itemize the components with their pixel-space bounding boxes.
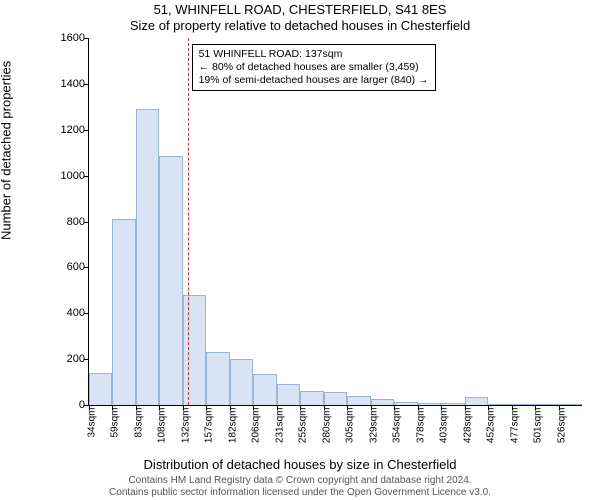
- ytick-label: 1200: [45, 124, 85, 136]
- ytick-label: 200: [45, 353, 85, 365]
- xtick-label: 182sqm: [227, 408, 238, 444]
- histogram-bar: [253, 374, 276, 405]
- histogram-bar: [89, 373, 112, 405]
- histogram-bar: [488, 404, 511, 405]
- histogram-bar: [347, 396, 370, 405]
- xtick-label: 157sqm: [204, 408, 215, 444]
- ytick-label: 1400: [45, 78, 85, 90]
- histogram-bar: [159, 156, 182, 405]
- xtick-label: 255sqm: [298, 408, 309, 444]
- ytick-label: 800: [45, 216, 85, 228]
- xtick-label: 354sqm: [392, 408, 403, 444]
- histogram-bar: [559, 404, 582, 405]
- xtick-label: 34sqm: [87, 408, 98, 438]
- ytick-label: 0: [45, 399, 85, 411]
- xtick-label: 59sqm: [110, 408, 121, 438]
- histogram-bar: [394, 402, 417, 405]
- histogram-bar: [441, 403, 464, 405]
- histogram-bar: [512, 404, 535, 405]
- histogram-bar: [112, 219, 135, 405]
- xtick-label: 501sqm: [533, 408, 544, 444]
- xtick-label: 132sqm: [180, 408, 191, 444]
- ytick-label: 1600: [45, 32, 85, 44]
- xtick-label: 477sqm: [509, 408, 520, 444]
- xtick-label: 452sqm: [486, 408, 497, 444]
- histogram-bar: [535, 404, 558, 405]
- xtick-label: 305sqm: [345, 408, 356, 444]
- histogram-bar: [371, 399, 394, 405]
- chart-root: 51, WHINFELL ROAD, CHESTERFIELD, S41 8ES…: [0, 0, 600, 500]
- xtick-label: 280sqm: [321, 408, 332, 444]
- histogram-bar: [206, 352, 229, 405]
- histogram-bar: [300, 391, 323, 405]
- footer-caption: Contains HM Land Registry data © Crown c…: [0, 475, 600, 498]
- xtick-label: 428sqm: [462, 408, 473, 444]
- ytick-label: 1000: [45, 170, 85, 182]
- xtick-label: 403sqm: [439, 408, 450, 444]
- histogram-bar: [324, 392, 347, 405]
- histogram-bar: [465, 397, 488, 405]
- chart-title-line1: 51, WHINFELL ROAD, CHESTERFIELD, S41 8ES: [0, 2, 600, 17]
- histogram-bar: [136, 109, 159, 405]
- histogram-bar: [277, 384, 300, 405]
- ytick-label: 400: [45, 307, 85, 319]
- plot-area: 0200400600800100012001400160034sqm59sqm8…: [88, 38, 582, 406]
- x-axis-label: Distribution of detached houses by size …: [0, 457, 600, 472]
- xtick-label: 83sqm: [133, 408, 144, 438]
- histogram-bar: [230, 359, 253, 405]
- reference-line: [188, 38, 189, 405]
- histogram-bar: [418, 403, 441, 405]
- y-axis-label: Number of detached properties: [0, 61, 14, 240]
- xtick-label: 378sqm: [415, 408, 426, 444]
- xtick-label: 108sqm: [157, 408, 168, 444]
- ytick-label: 600: [45, 261, 85, 273]
- annotation-box: 51 WHINFELL ROAD: 137sqm ← 80% of detach…: [192, 44, 436, 91]
- xtick-label: 329sqm: [368, 408, 379, 444]
- xtick-label: 206sqm: [251, 408, 262, 444]
- xtick-label: 526sqm: [556, 408, 567, 444]
- xtick-label: 231sqm: [274, 408, 285, 444]
- histogram-bar: [183, 295, 206, 405]
- chart-title-line2: Size of property relative to detached ho…: [0, 18, 600, 33]
